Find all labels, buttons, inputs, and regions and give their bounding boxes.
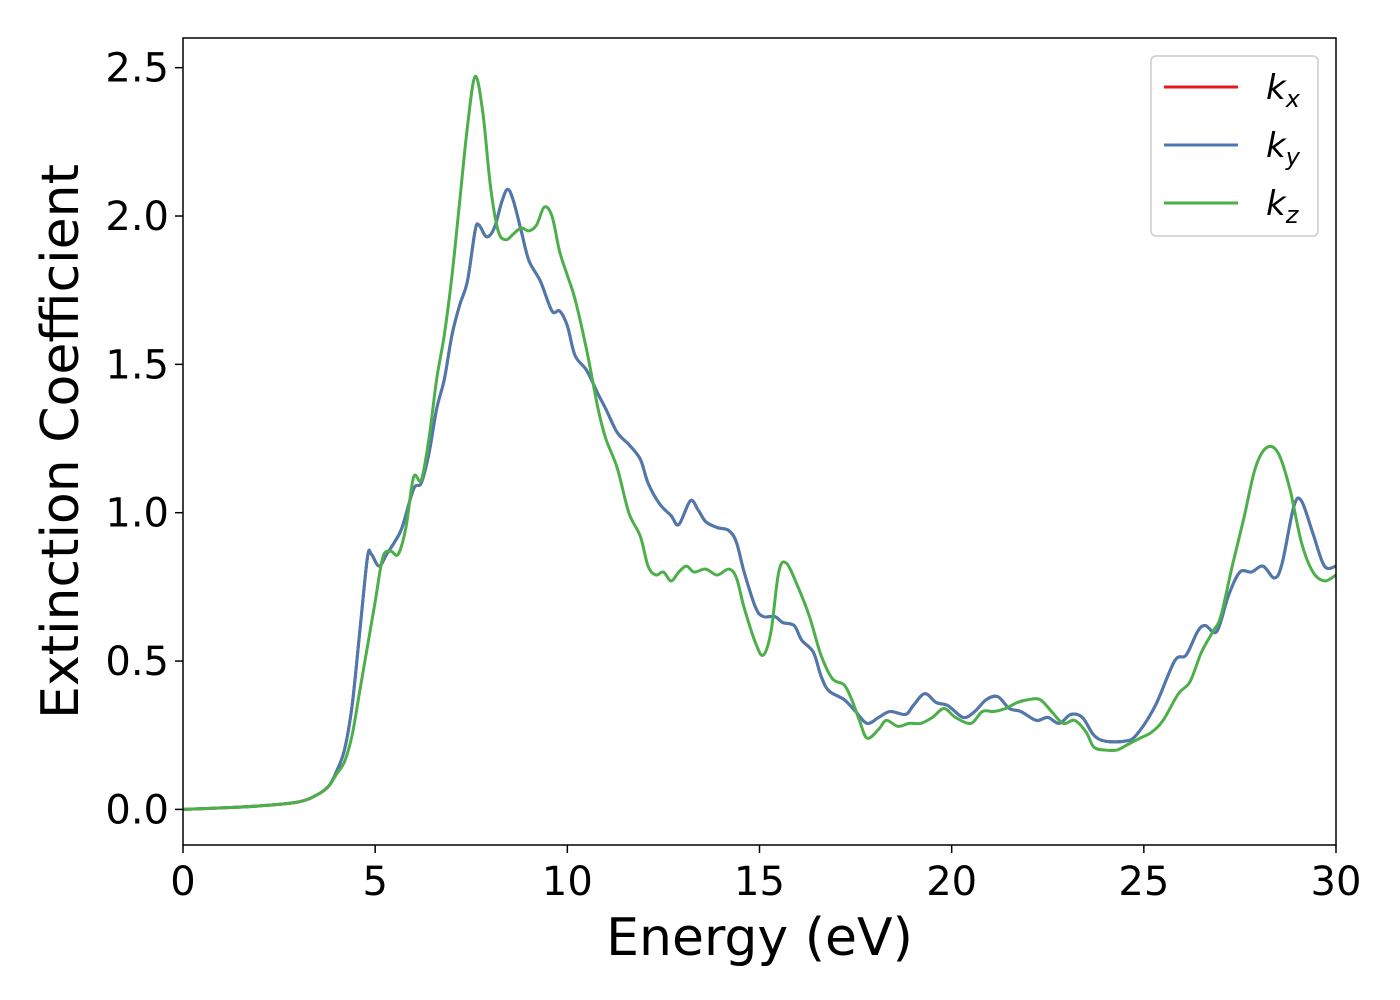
plot-lines xyxy=(183,75,1336,811)
x-tick-label: 0 xyxy=(170,859,195,905)
x-tick-label: 30 xyxy=(1311,859,1362,905)
y-tick-label: 1.5 xyxy=(105,342,169,388)
legend-label-kx: kx xyxy=(1266,68,1301,113)
y-axis-title: Extinction Coefficient xyxy=(31,164,91,719)
x-tick-label: 5 xyxy=(362,859,387,905)
y-tick-label: 0.5 xyxy=(105,639,169,685)
x-axis-title: Energy (eV) xyxy=(606,908,913,968)
x-tick-label: 15 xyxy=(734,859,785,905)
chart-legend: kx ky kz xyxy=(1150,55,1319,237)
y-tick-label: 1.0 xyxy=(105,491,169,537)
legend-label-kz: kz xyxy=(1266,184,1300,229)
x-axis-ticks: 0 5 10 15 20 25 30 xyxy=(170,845,1361,905)
legend-label-ky: ky xyxy=(1266,126,1301,171)
x-tick-label: 25 xyxy=(1118,859,1169,905)
y-tick-label: 2.0 xyxy=(105,194,169,240)
x-tick-label: 10 xyxy=(542,859,593,905)
y-tick-label: 0.0 xyxy=(105,787,169,833)
x-tick-label: 20 xyxy=(926,859,977,905)
y-axis-ticks: 0.0 0.5 1.0 1.5 2.0 2.5 xyxy=(105,46,183,833)
y-tick-label: 2.5 xyxy=(105,46,169,92)
series-line-kz xyxy=(183,75,1336,811)
